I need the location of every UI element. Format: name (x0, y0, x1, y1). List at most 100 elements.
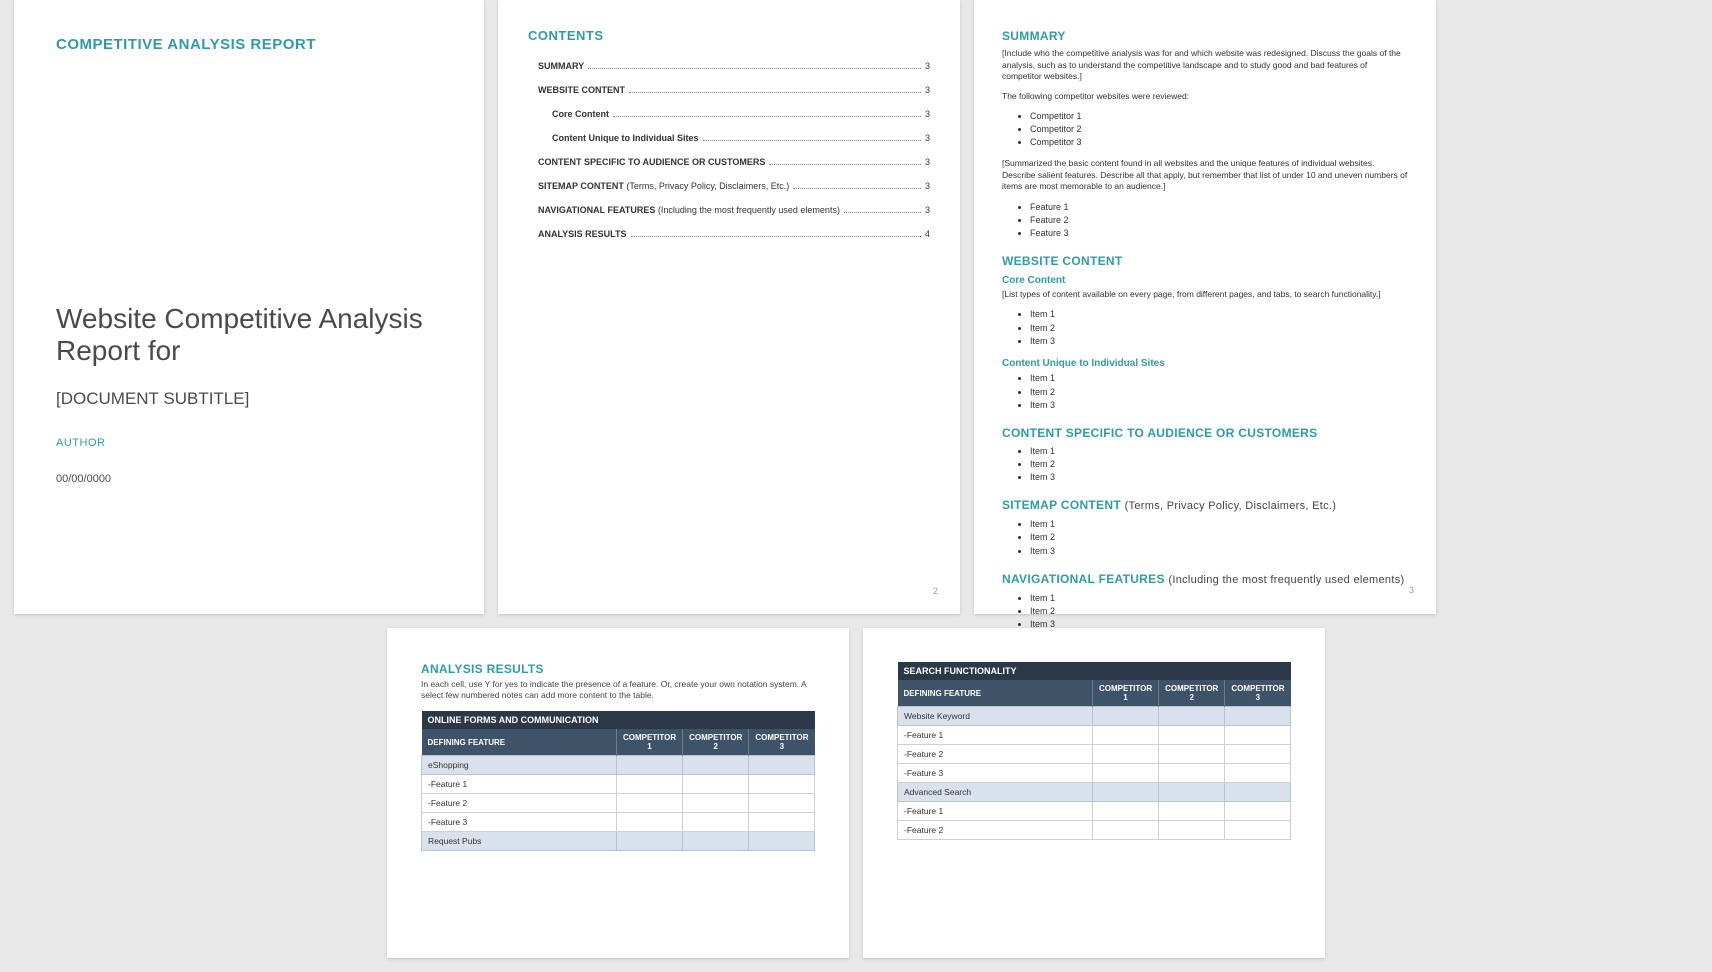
table-row: -Feature 2 (898, 821, 1291, 840)
core-items-list: Item 1Item 2Item 3 (1002, 308, 1408, 346)
toc-label: NAVIGATIONAL FEATURES (Including the mos… (538, 205, 840, 215)
toc-label: SITEMAP CONTENT (Terms, Privacy Policy, … (538, 181, 789, 191)
toc-page-num: 4 (925, 229, 930, 239)
list-item: Item 2 (1030, 322, 1408, 334)
sitemap-heading-note: (Terms, Privacy Policy, Disclaimers, Etc… (1125, 500, 1337, 512)
list-item: Feature 1 (1030, 201, 1408, 213)
table-cell: Advanced Search (898, 783, 1093, 802)
table-cell: -Feature 1 (898, 726, 1093, 745)
cover-author: AUTHOR (56, 437, 442, 449)
table-header-cell: COMPETITOR 1 (616, 729, 682, 756)
toc-dots (769, 164, 921, 165)
sitemap-heading-label: SITEMAP CONTENT (1002, 498, 1121, 512)
toc-dots (631, 236, 921, 237)
toc-dots (844, 212, 921, 213)
table-header-cell: DEFINING FEATURE (422, 729, 617, 756)
table-cell (1092, 745, 1158, 764)
table-cell (1225, 764, 1291, 783)
table-cell (1092, 802, 1158, 821)
table-cell (1225, 726, 1291, 745)
table-cell (749, 813, 815, 832)
cover-date: 00/00/0000 (56, 473, 442, 485)
table-cell (749, 832, 815, 851)
table-cell (1159, 707, 1225, 726)
page-number: 3 (1409, 584, 1414, 596)
table-row: -Feature 1 (898, 726, 1291, 745)
table-cell (1159, 821, 1225, 840)
list-item: Competitor 3 (1030, 136, 1408, 148)
list-item: Competitor 1 (1030, 110, 1408, 122)
table-title: SEARCH FUNCTIONALITY (898, 662, 1291, 680)
table-header-cell: COMPETITOR 2 (683, 729, 749, 756)
table-row: Advanced Search (898, 783, 1291, 802)
table-cell (683, 756, 749, 775)
table-row: -Feature 3 (422, 813, 815, 832)
table-header-cell: COMPETITOR 3 (749, 729, 815, 756)
table-cell (616, 832, 682, 851)
cover-header: COMPETITIVE ANALYSIS REPORT (56, 36, 442, 53)
page-analysis-results: ANALYSIS RESULTS In each cell, use Y for… (387, 628, 849, 958)
table-cell (1092, 764, 1158, 783)
list-item: Feature 2 (1030, 214, 1408, 226)
page-search-functionality: SEARCH FUNCTIONALITYDEFINING FEATURECOMP… (863, 628, 1325, 958)
toc-list: SUMMARY3WEBSITE CONTENT3Core Content3Con… (528, 61, 930, 239)
table-row: -Feature 3 (898, 764, 1291, 783)
table-row: -Feature 1 (422, 775, 815, 794)
toc-label: Content Unique to Individual Sites (552, 133, 699, 143)
table-row: Website Keyword (898, 707, 1291, 726)
table-cell (683, 813, 749, 832)
table-cell (683, 775, 749, 794)
table-cell: -Feature 3 (422, 813, 617, 832)
table-row: -Feature 1 (898, 802, 1291, 821)
toc-dots (703, 140, 921, 141)
table-cell: Request Pubs (422, 832, 617, 851)
list-item: Item 2 (1030, 605, 1408, 617)
table-cell (1225, 745, 1291, 764)
summary-features-list: Feature 1Feature 2Feature 3 (1002, 201, 1408, 239)
list-item: Item 3 (1030, 335, 1408, 347)
table-cell (1159, 764, 1225, 783)
toc-page-num: 3 (925, 85, 930, 95)
table-cell (616, 813, 682, 832)
table-header-cell: COMPETITOR 1 (1092, 680, 1158, 707)
pages-row-bottom: ANALYSIS RESULTS In each cell, use Y for… (0, 628, 1712, 972)
table-cell: -Feature 1 (898, 802, 1093, 821)
page-toc: CONTENTS SUMMARY3WEBSITE CONTENT3Core Co… (498, 0, 960, 614)
table-cell (616, 794, 682, 813)
core-content-note: [List types of content available on ever… (1002, 289, 1408, 300)
toc-entry: NAVIGATIONAL FEATURES (Including the mos… (528, 205, 930, 215)
table-cell (1159, 802, 1225, 821)
table-cell (749, 756, 815, 775)
table-cell: -Feature 2 (422, 794, 617, 813)
toc-dots (629, 92, 921, 93)
nav-heading-label: NAVIGATIONAL FEATURES (1002, 572, 1165, 586)
table-cell (1092, 821, 1158, 840)
nav-items-list: Item 1Item 2Item 3 (1002, 592, 1408, 630)
table-cell: -Feature 2 (898, 745, 1093, 764)
table-cell (1225, 821, 1291, 840)
toc-page-num: 3 (925, 133, 930, 143)
table-cell: eShopping (422, 756, 617, 775)
table-header-cell: COMPETITOR 2 (1159, 680, 1225, 707)
table-cell: -Feature 3 (898, 764, 1093, 783)
table-row: Request Pubs (422, 832, 815, 851)
cover-title: Website Competitive Analysis Report for (56, 303, 442, 367)
page-number: 2 (933, 586, 938, 596)
toc-dots (588, 68, 921, 69)
table-row: -Feature 2 (898, 745, 1291, 764)
toc-label: SUMMARY (538, 61, 584, 71)
table-cell (683, 794, 749, 813)
table-cell (1092, 707, 1158, 726)
analysis-results-heading: ANALYSIS RESULTS (421, 662, 815, 676)
cover-subtitle: [DOCUMENT SUBTITLE] (56, 389, 442, 409)
nav-heading: NAVIGATIONAL FEATURES (Including the mos… (1002, 571, 1408, 588)
toc-label: Core Content (552, 109, 609, 119)
toc-entry: SUMMARY 3 (528, 61, 930, 71)
list-item: Item 3 (1030, 399, 1408, 411)
toc-page-num: 3 (925, 157, 930, 167)
list-item: Item 1 (1030, 592, 1408, 604)
table-cell (1092, 726, 1158, 745)
toc-page-num: 3 (925, 61, 930, 71)
toc-entry: WEBSITE CONTENT3 (528, 85, 930, 95)
table-cell (1159, 783, 1225, 802)
